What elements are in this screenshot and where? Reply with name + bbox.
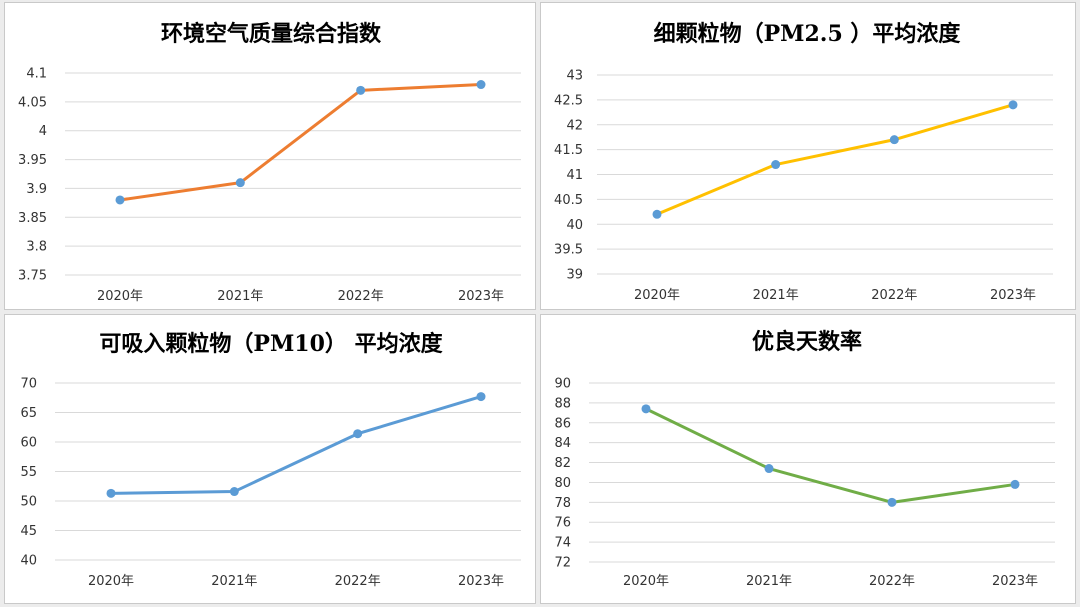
x-tick-label: 2023年: [458, 574, 504, 589]
y-tick-label: 42: [566, 118, 583, 133]
chart-panel-aqi: 环境空气质量综合指数 3.75 3.8 3.85 3.9 3.95 4 4.05 4.1 2020…: [4, 2, 536, 310]
y-tick-label: 80: [554, 476, 571, 491]
y-tick-label: 41: [566, 168, 583, 183]
x-tick-label: 2023年: [458, 289, 504, 304]
chart-title: 细颗粒物（PM2.5 ）平均浓度: [654, 21, 962, 47]
y-tick-label: 86: [554, 416, 571, 431]
y-tick-label: 50: [20, 495, 37, 510]
data-point: [652, 209, 662, 219]
y-tick-label: 3.8: [26, 240, 47, 255]
data-point: [889, 135, 899, 145]
data-point: [115, 195, 125, 205]
x-tick-label: 2023年: [990, 288, 1036, 303]
x-tick-label: 2021年: [753, 288, 799, 303]
y-tick-label: 82: [554, 456, 571, 471]
x-tick-label: 2022年: [869, 574, 915, 589]
x-tick-label: 2021年: [746, 574, 792, 589]
y-tick-label: 40.5: [554, 193, 583, 208]
data-point: [476, 392, 486, 402]
pm25-chart: 细颗粒物（PM2.5 ）平均浓度 39 39.5 40 40.5 41 41.5 42 42.5…: [554, 21, 1053, 303]
data-point: [1010, 479, 1020, 489]
series-line: [644, 407, 1017, 504]
y-tick-label: 4.05: [18, 95, 47, 110]
chart-title: 环境空气质量综合指数: [161, 21, 382, 47]
data-point: [764, 464, 774, 474]
chart-title: 优良天数率: [752, 329, 862, 355]
data-point: [235, 178, 245, 188]
y-tick-label: 90: [554, 377, 571, 392]
x-tick-label: 2020年: [634, 288, 680, 303]
series-line: [655, 103, 1015, 216]
y-tick-label: 40: [20, 554, 37, 569]
x-tick-label: 2022年: [871, 288, 917, 303]
y-tick-label: 41.5: [554, 143, 583, 158]
y-tick-label: 39: [566, 268, 583, 283]
y-tick-label: 45: [20, 524, 37, 539]
data-point: [106, 488, 116, 498]
series-line: [109, 395, 483, 495]
y-tick-label: 4.1: [26, 67, 47, 82]
data-point: [229, 487, 239, 497]
pm10-chart: 可吸入颗粒物（PM10） 平均浓度 40 45 50 55 60 65 70 2020年 2021…: [20, 331, 521, 589]
y-tick-label: 40: [566, 218, 583, 233]
x-tick-label: 2023年: [992, 574, 1038, 589]
x-tick-label: 2020年: [97, 289, 143, 304]
x-tick-label: 2022年: [338, 289, 384, 304]
y-tick-label: 84: [554, 436, 571, 451]
chart-panel-pm10: 可吸入颗粒物（PM10） 平均浓度 40 45 50 55 60 65 70 2020年 2021…: [4, 314, 536, 604]
y-tick-label: 88: [554, 396, 571, 411]
data-point: [356, 85, 366, 95]
y-tick-label: 42.5: [554, 93, 583, 108]
data-point: [887, 497, 897, 507]
aqi-chart: 环境空气质量综合指数 3.75 3.8 3.85 3.9 3.95 4 4.05 4.1 2020…: [18, 21, 521, 304]
x-tick-label: 2021年: [217, 289, 263, 304]
good-days-chart: 优良天数率 72 74 76 78 80 82 84 86 88 90 2020年 2021年 2022年…: [554, 329, 1055, 589]
data-point: [641, 404, 651, 414]
y-tick-label: 70: [20, 377, 37, 392]
data-point: [771, 160, 781, 170]
y-tick-label: 65: [20, 406, 37, 421]
y-tick-label: 55: [20, 465, 37, 480]
y-tick-label: 3.9: [26, 182, 47, 197]
data-point: [476, 80, 486, 90]
x-tick-label: 2020年: [88, 574, 134, 589]
x-tick-label: 2020年: [623, 574, 669, 589]
y-tick-label: 74: [554, 536, 571, 551]
y-tick-label: 4: [39, 124, 47, 139]
y-tick-label: 78: [554, 496, 571, 511]
data-point: [353, 429, 363, 439]
x-tick-label: 2021年: [211, 574, 257, 589]
y-tick-label: 43: [566, 69, 583, 84]
y-tick-label: 3.85: [18, 211, 47, 226]
chart-panel-good-days: 优良天数率 72 74 76 78 80 82 84 86 88 90 2020年 2021年 2022年…: [540, 314, 1076, 604]
x-tick-label: 2022年: [335, 574, 381, 589]
y-tick-label: 60: [20, 436, 37, 451]
chart-title: 可吸入颗粒物（PM10） 平均浓度: [99, 331, 443, 357]
y-tick-label: 3.75: [18, 269, 47, 284]
data-point: [1008, 100, 1018, 110]
y-tick-label: 76: [554, 516, 571, 531]
series-line: [118, 83, 483, 202]
y-tick-label: 72: [554, 556, 571, 571]
y-tick-label: 3.95: [18, 153, 47, 168]
y-tick-label: 39.5: [554, 243, 583, 258]
chart-panel-pm25: 细颗粒物（PM2.5 ）平均浓度 39 39.5 40 40.5 41 41.5 42 42.5…: [540, 2, 1076, 310]
